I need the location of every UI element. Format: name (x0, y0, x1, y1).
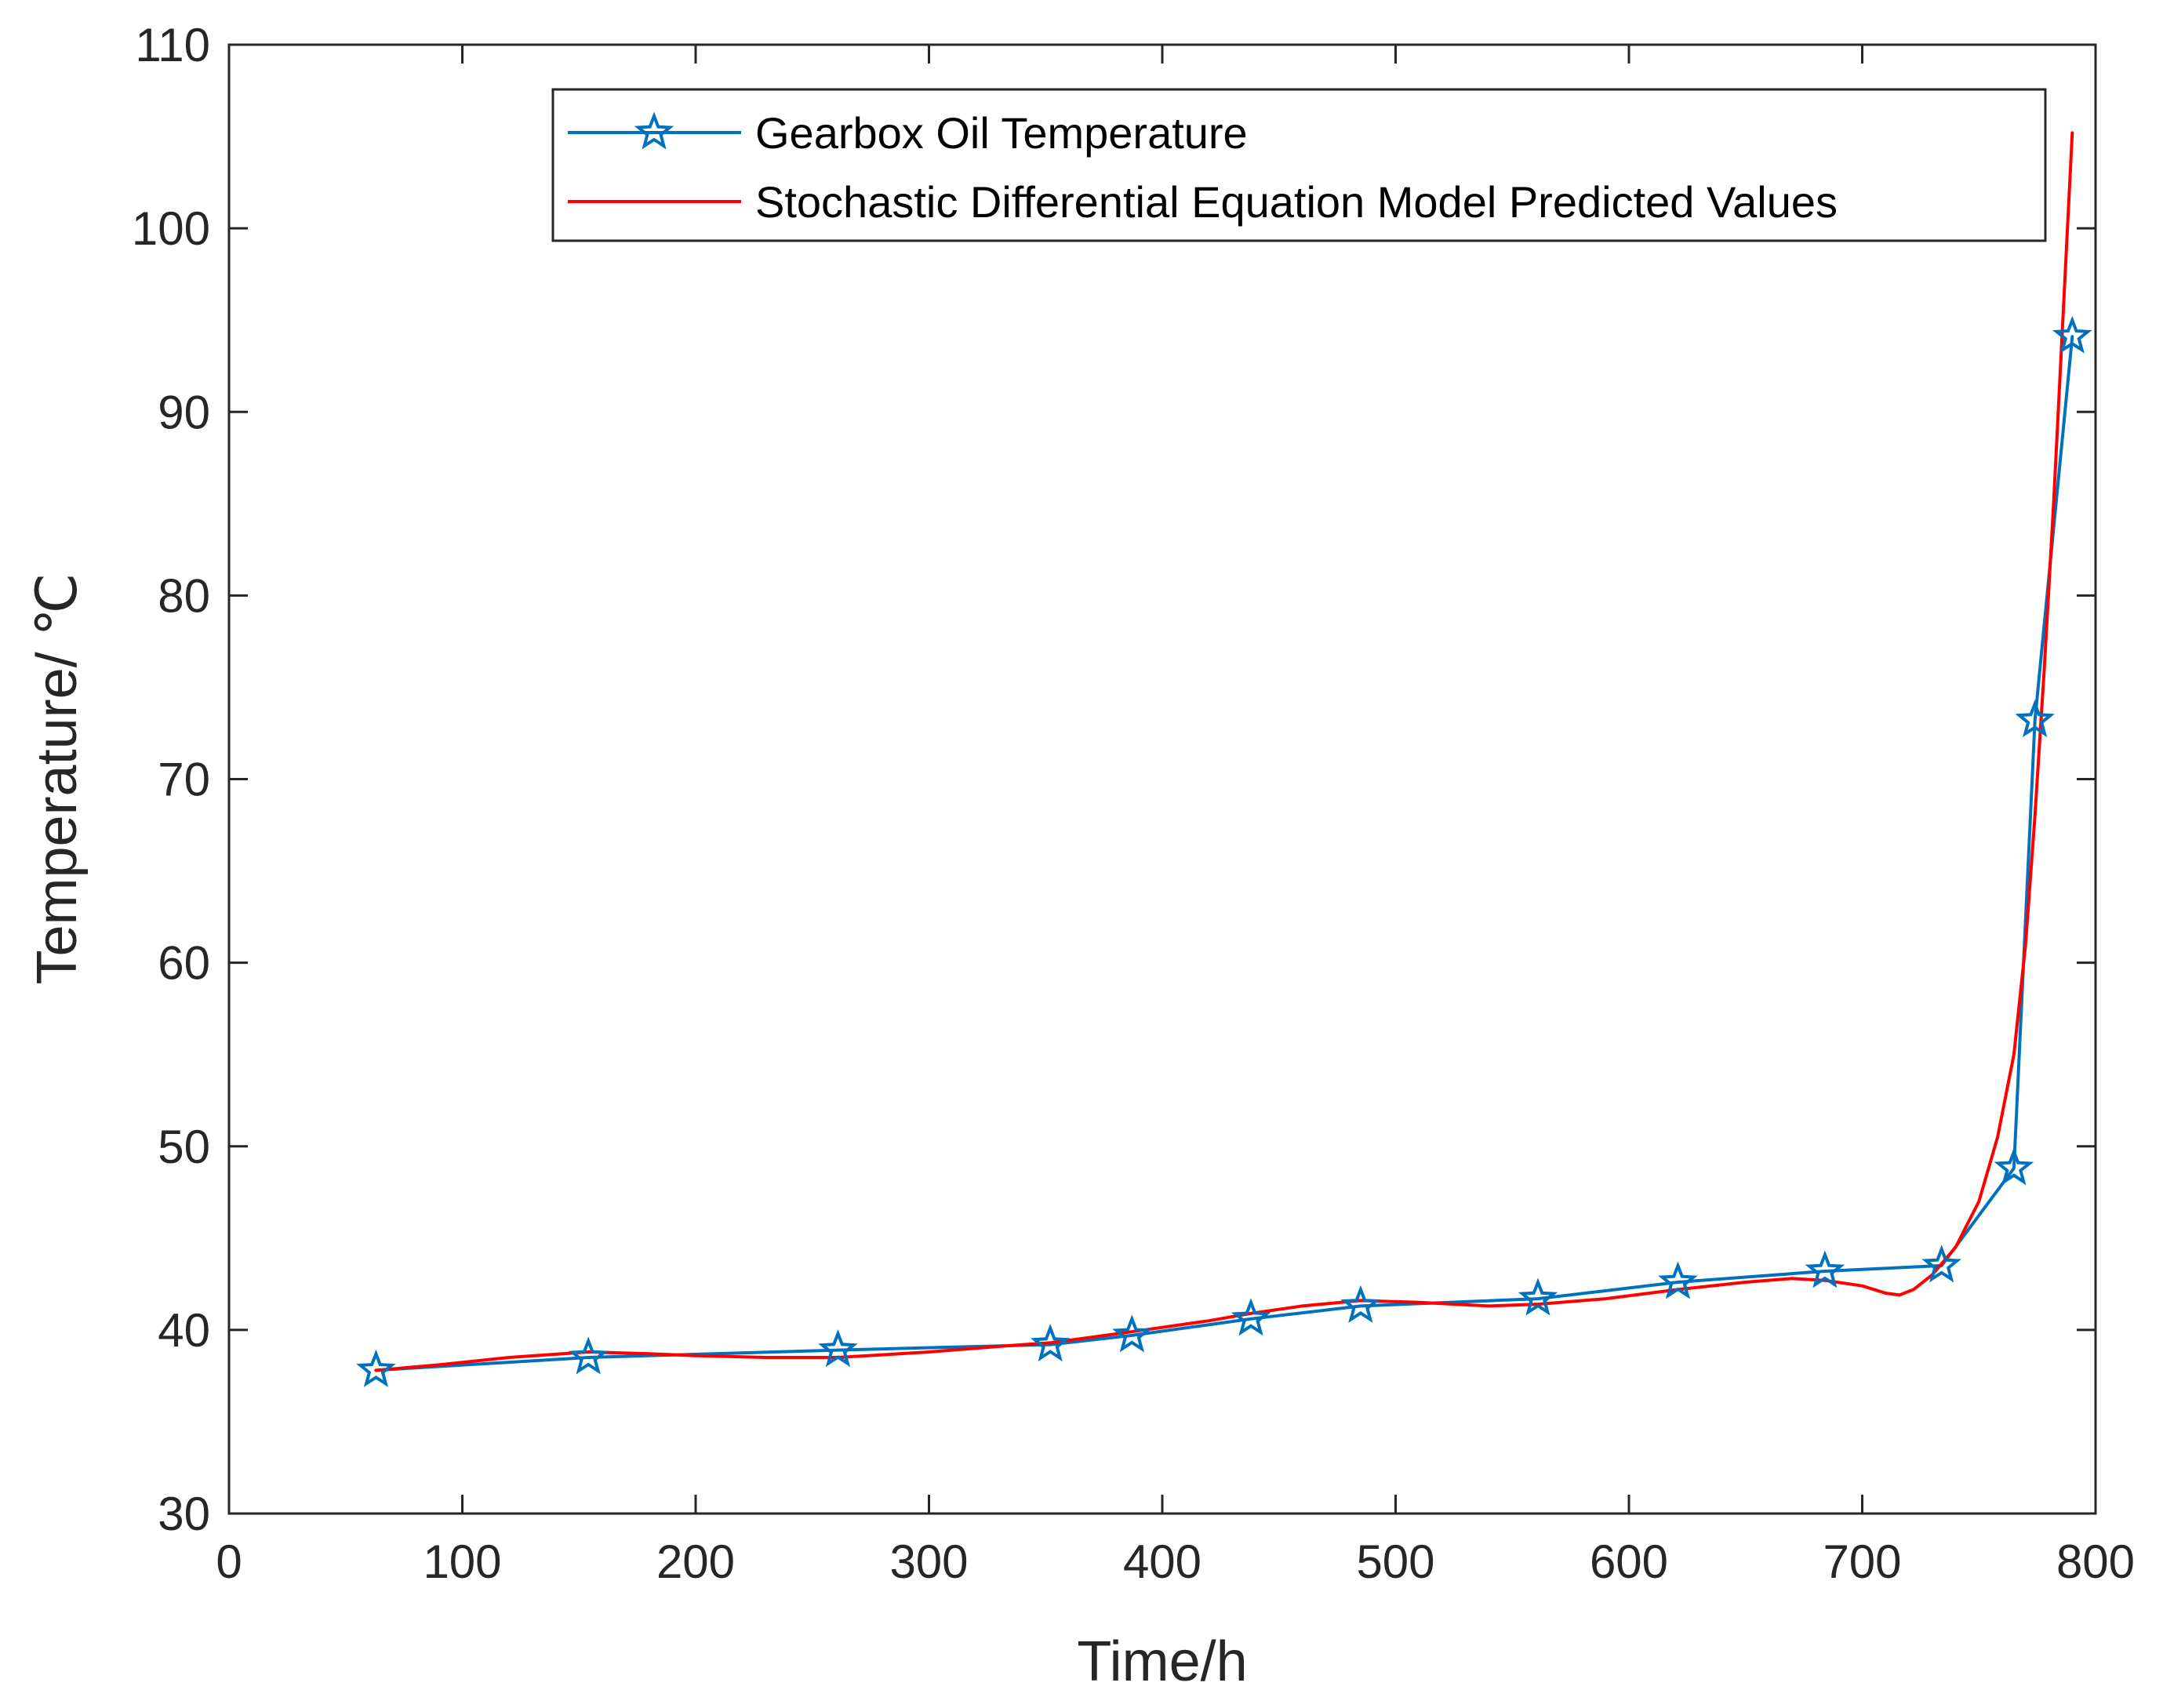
y-tick-label: 60 (158, 937, 210, 990)
data-point-star (356, 1349, 396, 1387)
x-tick-label: 300 (889, 1535, 968, 1588)
legend-star-marker (634, 111, 674, 150)
data-point-star (2052, 315, 2092, 354)
legend-label-sde: Stochastic Differential Equation Model P… (755, 177, 1838, 227)
x-tick-label: 600 (1590, 1535, 1668, 1588)
y-tick-label: 110 (135, 19, 210, 71)
y-tick-label: 50 (158, 1121, 210, 1173)
x-tick-label: 700 (1823, 1535, 1901, 1588)
x-axis-label: Time/h (1077, 1630, 1247, 1693)
y-tick-label: 70 (158, 754, 210, 806)
data-point-star (568, 1336, 609, 1375)
data-point-star (1658, 1261, 1698, 1299)
data-point-star (1805, 1250, 1845, 1288)
y-tick-label: 40 (158, 1304, 210, 1357)
data-point-star (1994, 1147, 2034, 1186)
x-tick-label: 200 (656, 1535, 735, 1588)
y-tick-label: 80 (158, 569, 210, 622)
plot-area (229, 45, 2096, 1514)
axes-layer: 0 100 200 300 400 500 600 700 800 30 40 50 60 70 80 90 1… (132, 19, 2135, 1588)
legend-box (551, 88, 2047, 242)
data-point-star (1921, 1245, 1961, 1283)
y-tick-label: 100 (132, 202, 210, 255)
x-tick-label: 800 (2056, 1535, 2135, 1588)
data-point-star (1340, 1285, 1381, 1323)
series-line-sde-predicted (374, 131, 2074, 1372)
y-tick-label: 90 (158, 386, 210, 438)
y-axis-label: Temperature/ ℃ (26, 572, 89, 984)
x-tick-label: 400 (1123, 1535, 1201, 1588)
x-tick-label: 500 (1356, 1535, 1434, 1588)
data-point-star (1112, 1314, 1152, 1353)
data-point-star (1231, 1298, 1271, 1336)
legend-label-gearbox: Gearbox Oil Temperature (755, 108, 1248, 158)
y-tick-label: 30 (158, 1488, 210, 1540)
x-tick-label: 0 (216, 1535, 242, 1588)
data-point-star (2015, 700, 2055, 738)
series-layer (356, 131, 2092, 1387)
data-point-star (1518, 1277, 1558, 1316)
data-point-star (818, 1329, 858, 1368)
x-tick-label: 100 (423, 1535, 501, 1588)
legend: Gearbox Oil Temperature Stochastic Diffe… (551, 88, 2047, 242)
data-point-star (1030, 1324, 1071, 1362)
